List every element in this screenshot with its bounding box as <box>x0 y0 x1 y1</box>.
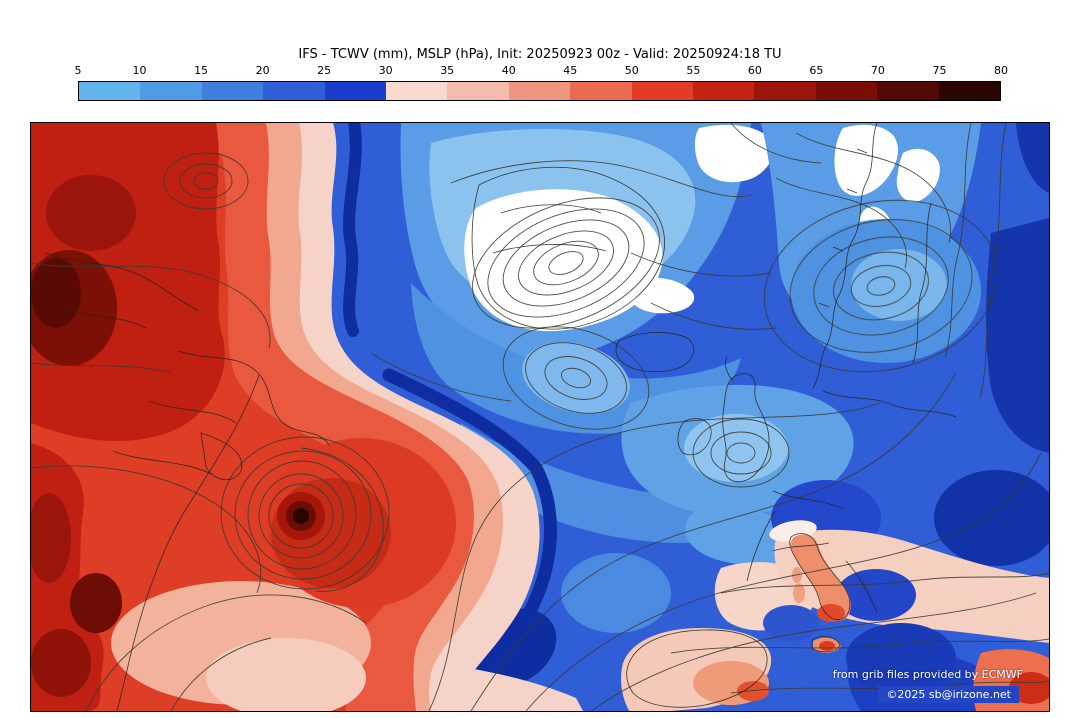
colorbar-tick-label: 40 <box>501 64 516 77</box>
colorbar-segment <box>570 82 632 100</box>
colorbar-segment <box>79 82 141 100</box>
colorbar-tick-label: 75 <box>932 64 947 77</box>
hurricane-vortex <box>277 492 325 540</box>
colorbar-segment <box>815 82 878 100</box>
colorbar-segment <box>508 82 571 100</box>
colorbar-tick-label: 5 <box>74 64 82 77</box>
weather-map-svg <box>31 123 1049 711</box>
colorbar-tick-label: 15 <box>194 64 209 77</box>
colorbar-tick-label: 10 <box>132 64 147 77</box>
colorbar-segment <box>938 82 1001 100</box>
colorbar-segment <box>631 82 694 100</box>
colorbar-tick-label: 20 <box>255 64 270 77</box>
colorbar-segment <box>693 82 755 100</box>
colorbar-tick-label: 45 <box>563 64 578 77</box>
coastlines-layer <box>45 123 957 711</box>
tcwv-colorbar: 5 10 15 20 25 30 35 40 45 50 55 60 65 70 75 80 <box>74 64 1009 101</box>
colorbar-tick-label: 70 <box>870 64 885 77</box>
colorbar-segment <box>447 82 509 100</box>
ecmwf-credit: from grib files provided by ECMWF <box>832 668 1023 681</box>
colorbar-tick-label: 80 <box>994 64 1008 77</box>
colorbar-tick-labels: 5 10 15 20 25 30 35 40 45 50 55 60 65 70 75 80 <box>74 64 1009 79</box>
colorbar-segment <box>386 82 448 100</box>
colorbar-segment <box>263 82 325 100</box>
colorbar-segment <box>140 82 202 100</box>
colorbar-tick-label: 55 <box>686 64 701 77</box>
colorbar-tick-label: 60 <box>747 64 762 77</box>
mediterranean-shading-layer <box>621 520 1049 711</box>
colorbar-tick-label: 35 <box>440 64 455 77</box>
colorbar-segment <box>754 82 816 100</box>
tcwv-red-shading-layer <box>31 123 583 711</box>
colorbar-tick-label: 25 <box>317 64 332 77</box>
colorbar-tick-label: 50 <box>624 64 639 77</box>
colorbar-segment <box>324 82 387 100</box>
map-canvas: from grib files provided by ECMWF ©2025 … <box>30 122 1050 712</box>
colorbar-gradient-bar <box>78 81 1001 101</box>
colorbar-tick-label: 30 <box>378 64 393 77</box>
copyright-credit: ©2025 sb@irizone.net <box>878 686 1019 703</box>
colorbar-segment <box>877 82 939 100</box>
colorbar-segment <box>201 82 264 100</box>
colorbar-tick-label: 65 <box>809 64 824 77</box>
mslp-contours-layer <box>31 123 1049 711</box>
map-title: IFS - TCWV (mm), MSLP (hPa), Init: 20250… <box>298 47 782 62</box>
